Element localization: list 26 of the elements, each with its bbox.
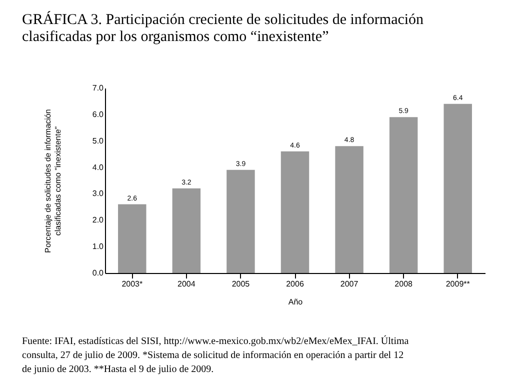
source-note: Fuente: IFAI, estadísticas del SISI, http://www.e-mexico.gob.mx/wb2/eMex/eMex_IFAI. Última consulta, 27 de julio de 2009. *Sistema de solicitud de información en operación a partir del 12 de junio de 2003. **Hasta el 9 de julio de 2009. xyxy=(22,335,410,375)
y-tick-label: 2.0 xyxy=(92,216,104,225)
x-tick-label: 2004 xyxy=(178,280,196,288)
y-tick-label: 6.0 xyxy=(92,110,104,119)
bar xyxy=(389,117,418,273)
x-axis-title: Año xyxy=(288,298,304,306)
bar xyxy=(444,104,472,273)
x-tick-label: 2007 xyxy=(340,280,359,288)
y-tick-label: 7.0 xyxy=(92,84,104,92)
y-tick-label: 5.0 xyxy=(92,136,104,146)
y-axis-title: Porcentaje de solicitudes de información clasificadas como "inexistente" xyxy=(43,109,62,253)
bar xyxy=(280,151,310,273)
x-tick-label: 2009** xyxy=(446,280,470,288)
y-tick-label: 0.0 xyxy=(92,268,104,278)
bar xyxy=(172,188,201,273)
y-tick-label: 4.0 xyxy=(92,162,104,172)
bar xyxy=(226,170,255,273)
bar xyxy=(335,146,364,273)
x-tick-label: 2003* xyxy=(122,280,143,288)
y-tick-label: 3.0 xyxy=(92,189,104,198)
y-tick-label: 1.0 xyxy=(92,242,104,252)
x-tick-label: 2008 xyxy=(394,280,414,288)
x-tick-label: 2005 xyxy=(232,280,250,288)
x-tick-label: 2006 xyxy=(286,280,304,288)
chart-title: GRÁFICA 3. Participación creciente de solicitudes de información clasificadas por los organismos como “inexistente” xyxy=(22,11,424,45)
bar xyxy=(118,204,146,273)
